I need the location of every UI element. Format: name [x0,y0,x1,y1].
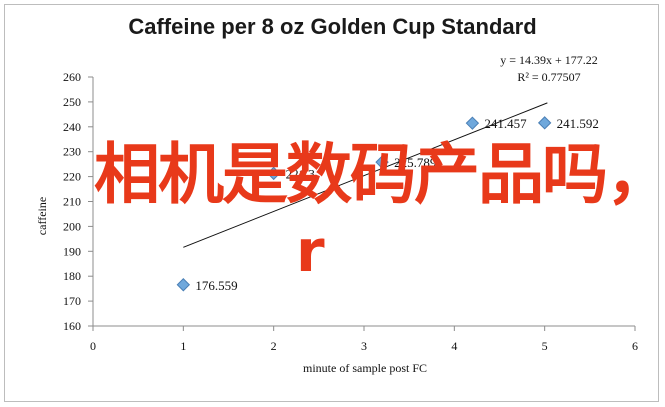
y-tick-label: 240 [63,120,81,134]
trendline-equation: y = 14.39x + 177.22 [500,53,598,67]
data-point-marker [176,278,191,292]
overlay-text-second-line: r [296,217,325,285]
trendline [183,102,548,248]
chart-title: Caffeine per 8 oz Golden Cup Standard [128,14,537,39]
y-tick-label: 260 [63,70,81,84]
chart-frame [4,4,659,402]
y-tick-label: 230 [63,145,81,159]
y-tick-label: 250 [63,95,81,109]
data-points: 176.559 221.3 225.789 241.457 241.592 [176,116,599,293]
data-point-label: 241.457 [484,116,527,131]
y-tick-label: 160 [63,319,81,333]
y-tick-label: 210 [63,195,81,209]
data-point-marker [537,116,552,130]
axes [88,76,636,331]
y-tick-label: 200 [63,219,81,233]
y-tick-label: 180 [63,269,81,283]
tick-labels: 160 170 180 190 200 210 220 230 240 250 260 0 1 2 3 4 5 6 [63,70,638,353]
data-point-label: 225.789 [394,155,436,170]
trendline-group [183,102,548,248]
data-point-label: 176.559 [195,278,237,293]
trendline-r-squared: R² = 0.77507 [517,70,580,84]
x-axis-label: minute of sample post FC [303,361,427,375]
x-tick-label: 5 [542,339,548,353]
x-tick-label: 3 [361,339,367,353]
data-point-marker [375,155,389,169]
y-axis-label: caffeine [35,197,49,235]
x-tick-label: 2 [271,339,277,353]
data-point-marker [266,166,281,181]
data-point-marker [465,116,480,130]
y-tick-label: 220 [63,170,81,184]
x-tick-label: 1 [180,339,186,353]
x-tick-label: 6 [632,339,638,353]
x-tick-label: 4 [451,339,457,353]
data-point-label: 221.3 [286,166,315,181]
x-tick-label: 0 [90,339,96,353]
overlay-text: 相机是数码产品吗， [94,136,665,213]
y-tick-label: 170 [63,294,81,308]
y-tick-label: 190 [63,244,81,258]
data-point-label: 241.592 [557,116,599,131]
